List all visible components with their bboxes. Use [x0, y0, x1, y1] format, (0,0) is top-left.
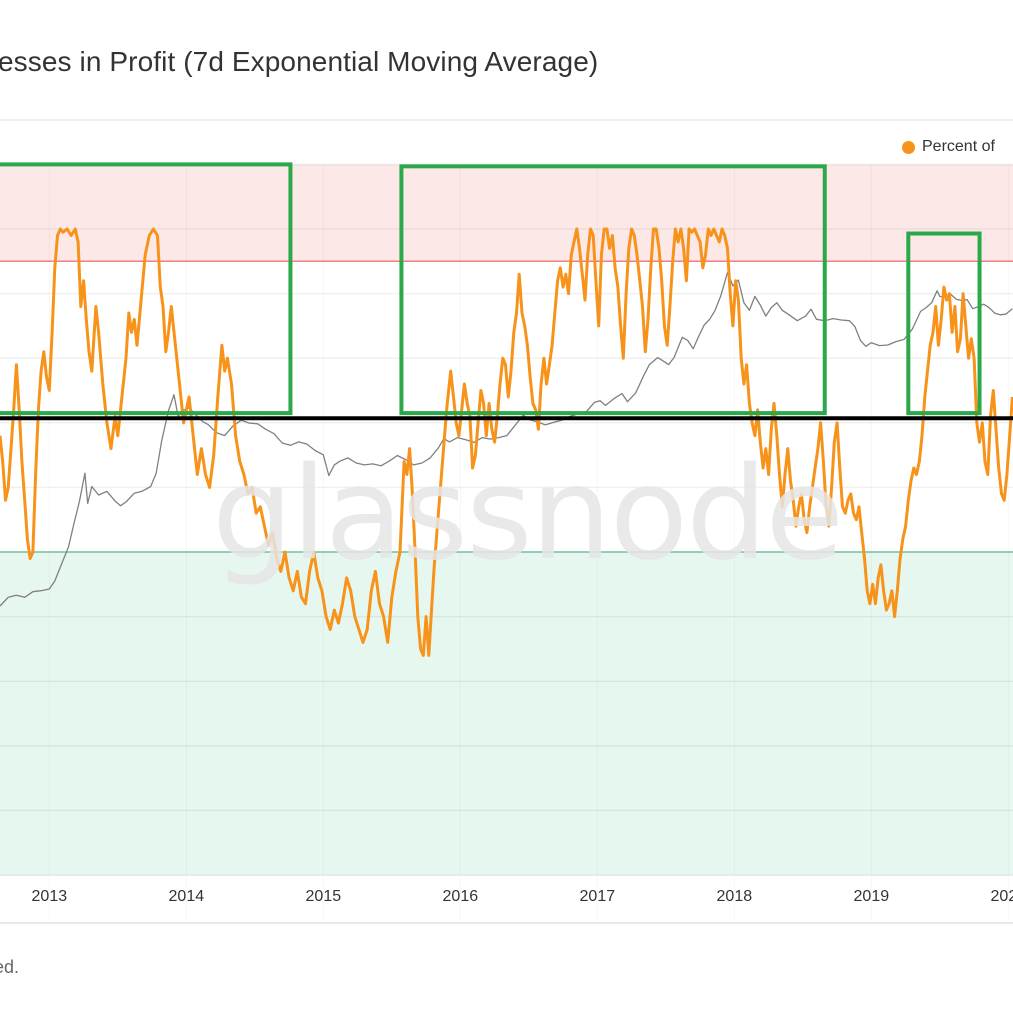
x-tick-label: 2018	[716, 888, 753, 905]
legend-item[interactable]: Percent of	[902, 138, 995, 156]
legend-label: Percent of	[922, 138, 995, 155]
legend-swatch-icon	[902, 140, 915, 154]
title-divider	[0, 119, 1013, 121]
annotation-box	[906, 231, 982, 416]
annotation-box	[399, 164, 827, 416]
upper-band	[0, 165, 1013, 262]
bands-layer	[0, 165, 1013, 875]
x-tick-label: 2013	[31, 888, 68, 905]
x-tick-label: 2019	[853, 888, 890, 905]
x-tick-label: 2020	[990, 888, 1013, 905]
series-layer	[0, 227, 1013, 657]
annotations-layer	[0, 162, 1013, 421]
x-tick-label: 2015	[305, 888, 342, 905]
annotation-box	[0, 162, 293, 416]
x-tick-label: 2017	[579, 888, 616, 905]
x-axis	[0, 874, 1013, 924]
percent-in-profit-line	[0, 227, 1013, 657]
x-tick-label: 2016	[442, 888, 479, 905]
chart-title: esses in Profit (7d Exponential Moving A…	[0, 46, 599, 77]
lower-band	[0, 552, 1013, 875]
footer-note: ed.	[0, 957, 20, 977]
x-tick-label: 2014	[168, 888, 205, 905]
